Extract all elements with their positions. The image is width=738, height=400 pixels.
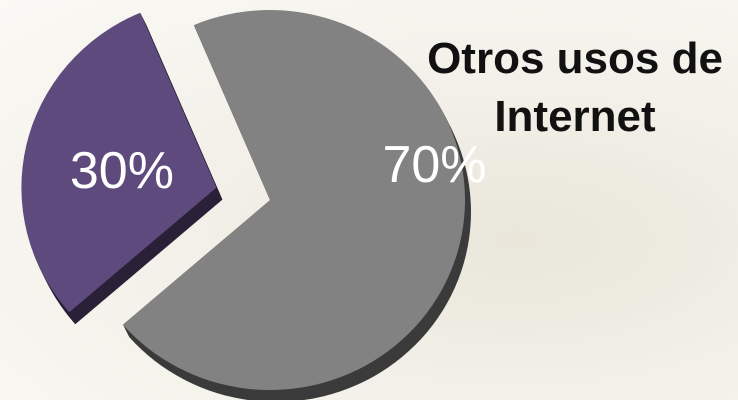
pie-slice	[21, 12, 217, 313]
data-label: 70%	[382, 136, 486, 194]
data-label: 30%	[70, 142, 174, 200]
pie-slice	[122, 10, 465, 391]
chart-title: Otros usos de Internet	[427, 34, 723, 141]
